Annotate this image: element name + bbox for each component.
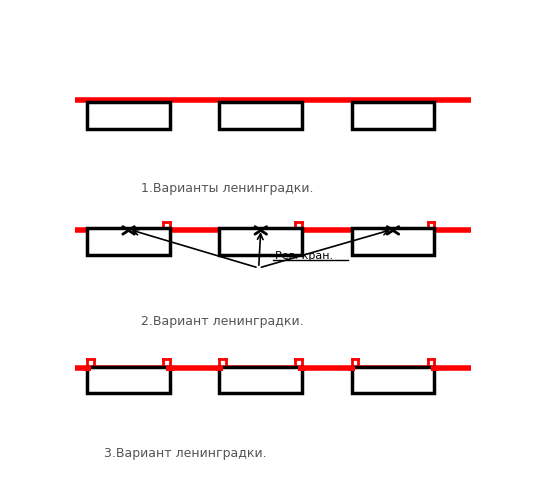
Bar bbox=[348, 366, 356, 371]
Text: 1.Варианты ленинградки.: 1.Варианты ленинградки. bbox=[141, 182, 313, 196]
Bar bbox=[87, 367, 170, 393]
Bar bbox=[431, 366, 438, 371]
Bar bbox=[220, 229, 302, 255]
Bar bbox=[216, 366, 223, 371]
Text: 3.Вариант ленинградки.: 3.Вариант ленинградки. bbox=[104, 447, 266, 460]
Bar bbox=[298, 366, 306, 371]
Bar bbox=[352, 367, 434, 393]
Bar bbox=[352, 102, 434, 129]
Bar bbox=[352, 229, 434, 255]
Text: Рег. кран.: Рег. кран. bbox=[275, 251, 333, 261]
Bar bbox=[220, 367, 302, 393]
Bar bbox=[87, 229, 170, 255]
Text: 2.Вариант ленинградки.: 2.Вариант ленинградки. bbox=[141, 315, 304, 328]
Bar bbox=[87, 102, 170, 129]
Bar bbox=[166, 366, 174, 371]
Bar bbox=[84, 366, 91, 371]
Bar bbox=[220, 102, 302, 129]
